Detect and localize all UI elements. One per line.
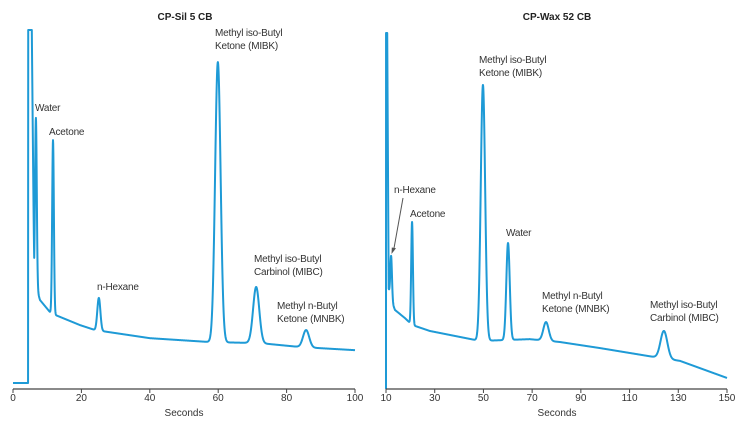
label-line: Methyl n-Butyl	[542, 291, 603, 302]
left-x-axis-label: Seconds	[164, 408, 204, 419]
left-x-tick-label: 40	[144, 393, 156, 404]
label-line: Ketone (MNBK)	[542, 304, 610, 315]
label-line: Ketone (MIBK)	[215, 41, 278, 52]
right-x-tick-label: 50	[477, 393, 489, 404]
left-peak-label-mibk: Methyl iso-Butyl Ketone (MIBK)	[215, 27, 283, 53]
left-x-tick-label: 60	[212, 393, 224, 404]
label-line: Carbinol (MIBC)	[254, 267, 323, 278]
right-peak-label-mnbk: Methyl n-Butyl Ketone (MNBK)	[542, 290, 610, 316]
left-peak-label-n-hexane: n-Hexane	[97, 282, 139, 293]
left-x-tick-label: 80	[281, 393, 293, 404]
right-x-tick-label: 10	[380, 393, 392, 404]
label-line: Methyl iso-Butyl	[215, 28, 283, 39]
label-line: Methyl iso-Butyl	[650, 300, 718, 311]
left-x-tick-label: 20	[75, 393, 87, 404]
left-chromatogram-trace	[12, 29, 356, 384]
left-peak-label-water: Water	[35, 103, 61, 114]
right-x-axis-label: Seconds	[537, 408, 577, 419]
left-x-tick-label: 0	[10, 393, 16, 404]
label-line: Ketone (MIBK)	[479, 68, 542, 79]
right-peak-label-water: Water	[506, 228, 532, 239]
right-chart-title: CP-Wax 52 CB	[522, 12, 592, 23]
right-peak-label-n-hexane: n-Hexane	[394, 185, 436, 196]
right-x-tick-label: 90	[575, 393, 587, 404]
label-line: Methyl n-Butyl	[277, 301, 338, 312]
right-peak-label-mibc: Methyl iso-Butyl Carbinol (MIBC)	[650, 299, 719, 325]
label-line: Carbinol (MIBC)	[650, 313, 719, 324]
right-chromatogram-trace	[385, 32, 728, 390]
right-x-tick-label: 70	[526, 393, 538, 404]
left-x-tick-label: 100	[346, 393, 364, 404]
n-hexane-arrow-icon	[393, 197, 404, 252]
n-hexane-arrowhead-icon	[391, 247, 396, 254]
left-peak-label-mnbk: Methyl n-Butyl Ketone (MNBK)	[277, 300, 345, 326]
left-peak-label-acetone: Acetone	[49, 127, 85, 138]
left-chart-title: CP-Sil 5 CB	[157, 12, 213, 23]
label-line: Ketone (MNBK)	[277, 314, 345, 325]
right-peak-label-mibk: Methyl iso-Butyl Ketone (MIBK)	[479, 54, 547, 80]
right-x-tick-label: 150	[718, 393, 736, 404]
label-line: Methyl iso-Butyl	[254, 254, 322, 265]
label-line: Methyl iso-Butyl	[479, 55, 547, 66]
right-x-tick-label: 30	[429, 393, 441, 404]
right-peak-label-acetone: Acetone	[410, 209, 446, 220]
right-x-tick-label: 130	[669, 393, 687, 404]
left-peak-label-mibc: Methyl iso-Butyl Carbinol (MIBC)	[254, 253, 323, 279]
right-x-tick-label: 110	[621, 393, 638, 404]
